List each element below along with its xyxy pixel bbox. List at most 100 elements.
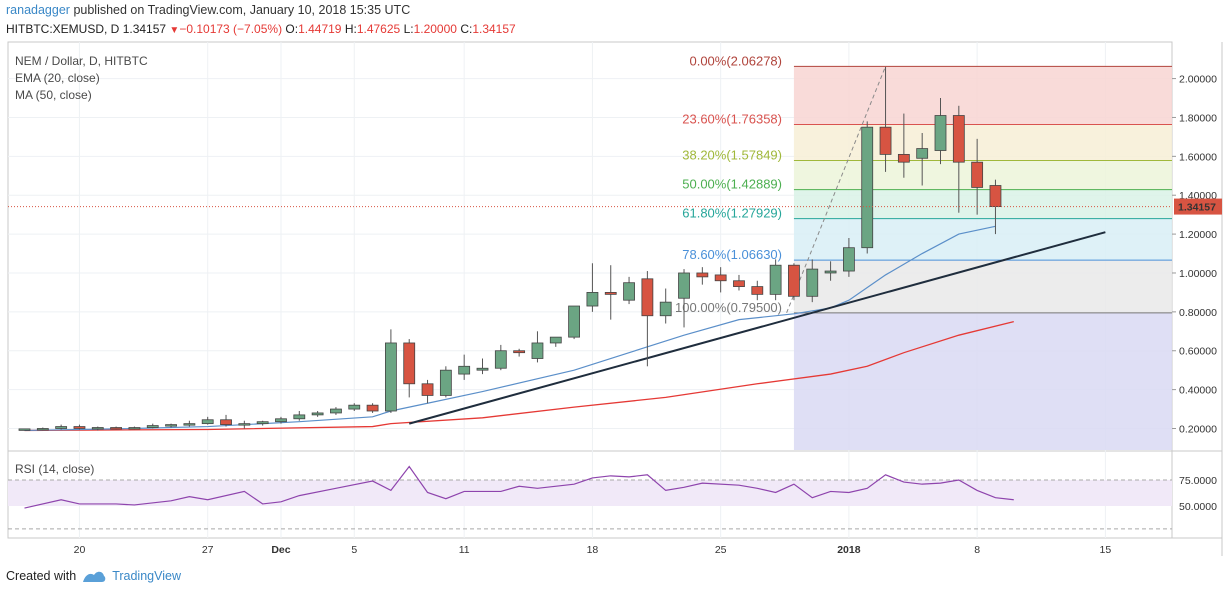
y-tick-label: 0.20000 [1179, 424, 1217, 436]
x-tick-label: 11 [459, 544, 470, 556]
x-tick-label: 8 [974, 544, 980, 556]
candle-body [330, 408, 342, 414]
candle-body [714, 274, 727, 282]
candle-body [183, 423, 196, 426]
candle-body [806, 268, 819, 297]
candle-body [421, 383, 434, 396]
candle-body [952, 115, 965, 163]
candle-body [769, 264, 782, 295]
rsi-tick-label: 75.0000 [1179, 475, 1217, 487]
candle-body [843, 247, 855, 272]
fib-level-label: 0.00%(2.06278) [689, 53, 782, 68]
candle-body [696, 272, 709, 278]
candle-body [641, 278, 654, 317]
candle-body [824, 270, 837, 274]
fib-zone [793, 124, 1172, 161]
fib-level-label: 23.60%(1.76358) [682, 112, 782, 127]
candle-body [623, 282, 635, 301]
fib-level-label: 78.60%(1.06630) [682, 247, 782, 262]
candle-body [513, 350, 526, 354]
created-with-text: Created with [6, 569, 77, 583]
candle-body [201, 419, 214, 425]
candle-body [36, 428, 49, 431]
candle-body [311, 412, 324, 416]
ema20-line [24, 225, 996, 432]
chart-title: NEM / Dollar, D, HITBTC [15, 54, 148, 68]
x-tick-label: 15 [1100, 544, 1112, 556]
candle-body [586, 292, 599, 307]
y-tick-label: 0.40000 [1179, 385, 1217, 397]
symbol-ohlc-line: HITBTC:XEMUSD, D 1.34157 ▼−0.10173 (−7.0… [6, 22, 516, 36]
fib-level-label: 100.00%(0.79500) [675, 300, 782, 315]
candle-body [439, 369, 452, 396]
candle-body [73, 426, 86, 429]
candle-body [366, 404, 379, 412]
fib-trend-dashed [786, 66, 887, 314]
ohlc-close: C:1.34157 [460, 22, 516, 36]
y-tick-label: 1.60000 [1179, 151, 1217, 163]
x-tick-label: 27 [202, 544, 214, 556]
candle-body [476, 367, 489, 371]
trendline [408, 231, 1106, 425]
footer: Created with TradingView [6, 569, 181, 583]
ohlc-high: H:1.47625 [344, 22, 401, 36]
publish-info: ranadagger published on TradingView.com,… [6, 3, 410, 17]
fib-zone [793, 218, 1172, 261]
candle-body [568, 305, 580, 338]
candle-body [916, 148, 929, 159]
change: −0.10173 (−7.05%) [179, 22, 283, 36]
fib-zone [793, 312, 1172, 450]
x-tick-label: 2018 [837, 544, 861, 556]
ohlc-open: O:1.44719 [285, 22, 342, 36]
symbol: HITBTC:XEMUSD, D [6, 22, 120, 36]
x-tick-label: Dec [271, 544, 290, 556]
ema-legend: EMA (20, close) [15, 71, 100, 85]
candle-body [458, 365, 471, 375]
candle-body [733, 280, 745, 287]
candle-body [897, 153, 910, 163]
fib-level-label: 38.20%(1.57849) [682, 148, 782, 163]
last-price-tag [1174, 198, 1222, 215]
x-tick-label: 20 [74, 544, 86, 556]
fib-level-label: 50.00%(1.42889) [682, 177, 782, 192]
y-tick-label: 1.20000 [1179, 229, 1217, 241]
x-tick-label: 25 [715, 544, 727, 556]
candle-body [275, 418, 287, 423]
fib-zone [793, 66, 1172, 125]
candle-body [861, 126, 874, 249]
x-tick-label: 18 [587, 544, 599, 556]
tradingview-logo-icon [83, 571, 106, 582]
candle-body [659, 301, 672, 317]
rsi-tick-label: 50.0000 [1179, 501, 1217, 513]
y-tick-label: 0.60000 [1179, 346, 1217, 358]
y-tick-label: 1.80000 [1179, 112, 1217, 124]
candle-body [604, 292, 617, 295]
candle-body [110, 427, 122, 430]
ma-legend: MA (50, close) [15, 88, 92, 102]
candle-body [971, 161, 984, 188]
candle-body [934, 115, 947, 151]
candle-body [146, 425, 159, 428]
ohlc-low: L:1.20000 [403, 22, 457, 36]
candle-body [55, 426, 68, 429]
candle-body [220, 419, 232, 426]
last-price-label: 1.34157 [1178, 202, 1216, 214]
rsi-band [8, 480, 1172, 506]
fib-zone [793, 260, 1172, 313]
candle-body [238, 423, 251, 426]
last-price: 1.34157 [122, 22, 167, 36]
author-name[interactable]: ranadagger [6, 3, 70, 17]
candle-body [549, 336, 562, 344]
candle-body [18, 428, 31, 431]
candle-body [531, 342, 544, 359]
fib-level-label: 61.80%(1.27929) [682, 206, 782, 221]
candle-body [879, 126, 892, 155]
ma50-line [24, 320, 1014, 432]
candle-body [348, 404, 361, 410]
tradingview-brand[interactable]: TradingView [112, 569, 181, 583]
published-text: published on TradingView.com, January 10… [73, 3, 411, 17]
candle-body [678, 272, 690, 299]
candle-body [788, 264, 800, 297]
candle-body [403, 342, 416, 385]
